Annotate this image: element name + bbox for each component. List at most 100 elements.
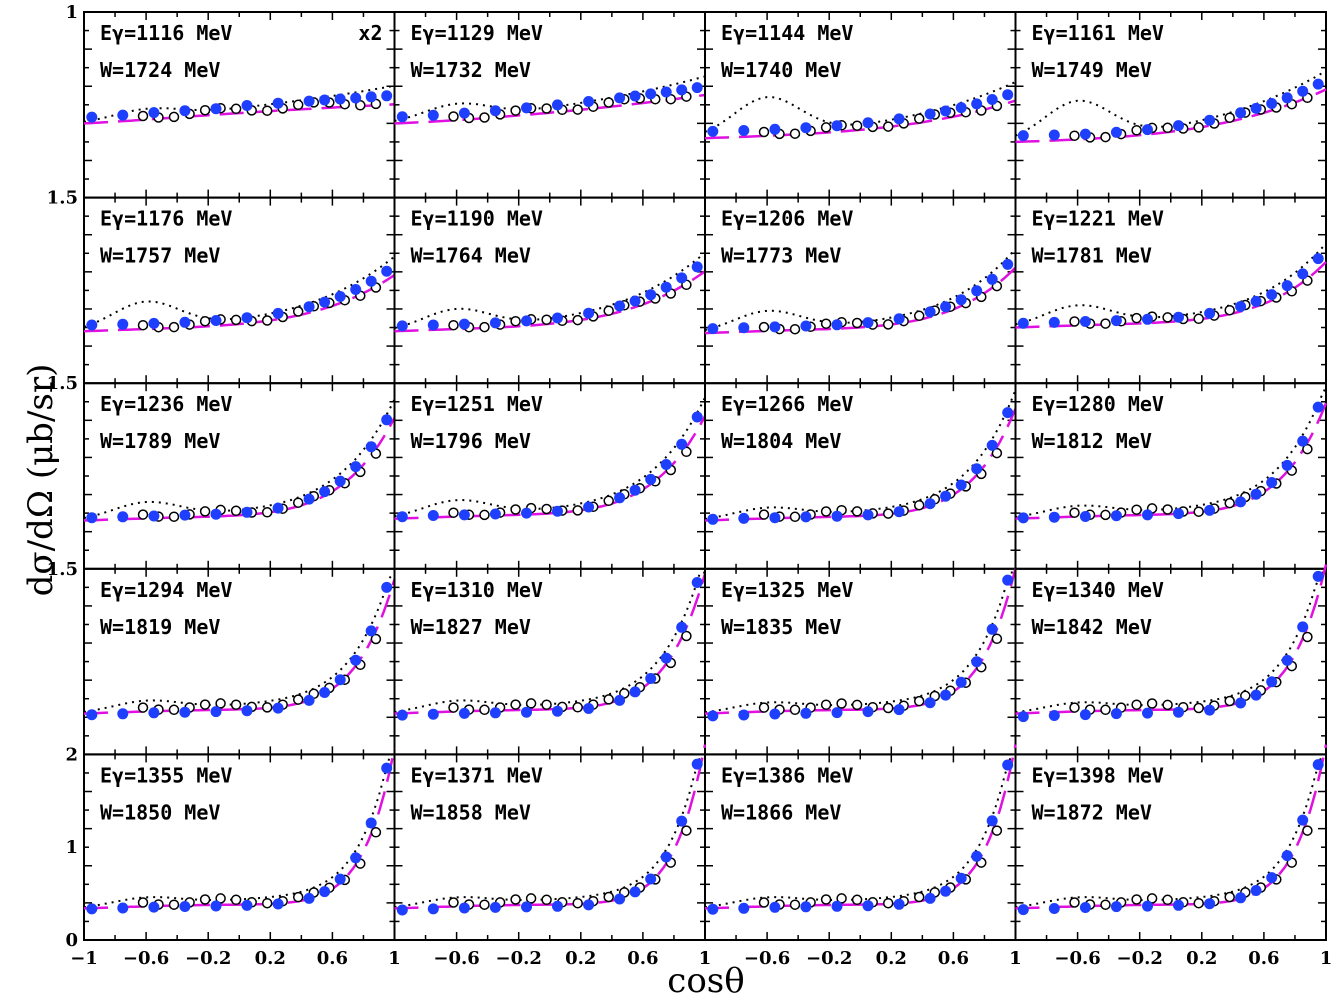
open-circle-point bbox=[541, 103, 552, 114]
panel-12: Eγ=1280 MeV W=1812 MeV bbox=[1014, 382, 1328, 570]
data-point bbox=[1079, 511, 1091, 522]
data-point bbox=[924, 108, 936, 120]
data-point bbox=[940, 689, 952, 701]
panel-egamma-label: Eγ=1116 MeV bbox=[100, 21, 232, 45]
open-circle-point bbox=[448, 111, 459, 122]
data-point bbox=[660, 86, 672, 98]
panel-egamma-label: Eγ=1144 MeV bbox=[721, 21, 853, 45]
open-circle-point bbox=[510, 699, 521, 710]
open-circle-point bbox=[1131, 894, 1142, 905]
data-point bbox=[1142, 124, 1153, 136]
y-tick-label: 0 bbox=[65, 930, 78, 951]
data-point bbox=[86, 111, 98, 123]
data-point bbox=[365, 817, 377, 829]
data-point bbox=[629, 295, 641, 307]
open-circle-point bbox=[913, 695, 925, 707]
data-point bbox=[319, 886, 331, 898]
data-point bbox=[148, 107, 160, 119]
x-tick-label: 0.2 bbox=[565, 948, 596, 969]
data-point bbox=[210, 103, 222, 115]
open-circle-point bbox=[292, 694, 304, 705]
data-point bbox=[1297, 435, 1309, 447]
panel-w-label: W=1866 MeV bbox=[721, 800, 841, 824]
y-tick-label: 2 bbox=[65, 744, 78, 765]
data-point bbox=[489, 317, 501, 329]
panel-6: Eγ=1190 MeV W=1764 MeV bbox=[393, 196, 706, 385]
data-point bbox=[1312, 759, 1324, 771]
dashed-model-curve bbox=[83, 579, 396, 715]
open-circle-point bbox=[1224, 112, 1235, 123]
data-point bbox=[365, 441, 377, 453]
x-tick-label: −0.6 bbox=[1054, 948, 1100, 969]
open-circle-point bbox=[1100, 318, 1111, 329]
data-point bbox=[691, 261, 703, 273]
panel-13: Eγ=1294 MeV W=1819 MeV bbox=[83, 567, 396, 756]
data-point bbox=[1079, 128, 1091, 140]
data-point bbox=[924, 306, 936, 318]
open-circle-point bbox=[1162, 894, 1173, 906]
data-point bbox=[303, 493, 315, 505]
data-point bbox=[1017, 130, 1029, 142]
dashed-model-curve bbox=[394, 744, 707, 910]
data-point bbox=[971, 850, 983, 862]
dashed-model-curve bbox=[1015, 402, 1328, 520]
open-circle-point bbox=[758, 321, 770, 333]
open-circle-point bbox=[261, 702, 273, 713]
data-point bbox=[940, 490, 952, 502]
data-point bbox=[1142, 509, 1153, 521]
open-circle-point bbox=[603, 495, 614, 507]
data-point bbox=[458, 107, 470, 119]
data-point bbox=[552, 505, 563, 517]
open-circle-point bbox=[1193, 506, 1204, 517]
open-circle-point bbox=[510, 105, 521, 116]
panel-15: Eγ=1325 MeV W=1835 MeV bbox=[704, 567, 1017, 756]
panel-w-label: W=1804 MeV bbox=[721, 429, 841, 453]
data-point bbox=[1110, 708, 1122, 720]
data-point bbox=[660, 851, 672, 863]
data-point bbox=[552, 705, 563, 717]
data-point bbox=[1235, 301, 1247, 312]
data-point bbox=[769, 321, 781, 333]
data-point bbox=[769, 708, 781, 720]
data-point bbox=[1250, 885, 1262, 896]
panel-9: Eγ=1236 MeV W=1789 MeV bbox=[83, 382, 396, 570]
panel-w-label: W=1773 MeV bbox=[721, 244, 841, 268]
data-point bbox=[272, 307, 284, 319]
data-point bbox=[1266, 676, 1278, 688]
open-circle-point bbox=[1069, 702, 1080, 713]
data-point bbox=[210, 315, 222, 326]
data-point bbox=[691, 411, 703, 423]
data-point bbox=[396, 709, 408, 721]
y-axis-label: dσ/dΩ (μb/sr) bbox=[21, 364, 61, 597]
panel-w-label: W=1827 MeV bbox=[411, 615, 531, 639]
panel-egamma-label: Eγ=1371 MeV bbox=[411, 763, 543, 787]
open-circle-point bbox=[230, 699, 242, 710]
x-tick-label: 0.2 bbox=[1186, 948, 1217, 969]
open-circle-point bbox=[541, 894, 552, 906]
data-point bbox=[489, 105, 501, 117]
data-point bbox=[148, 510, 160, 522]
data-point bbox=[645, 289, 657, 301]
data-point bbox=[365, 91, 377, 103]
data-point bbox=[319, 687, 331, 698]
open-circle-point bbox=[851, 894, 863, 906]
open-circle-point bbox=[541, 314, 552, 325]
open-circle-point bbox=[215, 698, 226, 709]
data-point bbox=[381, 414, 393, 426]
open-circle-point bbox=[1069, 897, 1080, 908]
data-point bbox=[800, 707, 812, 719]
data-point bbox=[862, 117, 874, 129]
data-point bbox=[583, 501, 595, 513]
data-point bbox=[381, 90, 393, 102]
data-point bbox=[552, 99, 563, 111]
data-point bbox=[458, 902, 470, 914]
x-tick-label: 0.2 bbox=[876, 948, 907, 969]
data-point bbox=[1204, 114, 1216, 126]
x-tick-label: 1 bbox=[388, 948, 401, 969]
data-point bbox=[583, 899, 595, 911]
open-circle-point bbox=[1131, 312, 1142, 324]
data-point bbox=[86, 512, 98, 524]
panel-14: Eγ=1310 MeV W=1827 MeV bbox=[393, 567, 707, 756]
data-point bbox=[381, 762, 393, 774]
data-point bbox=[738, 125, 750, 136]
